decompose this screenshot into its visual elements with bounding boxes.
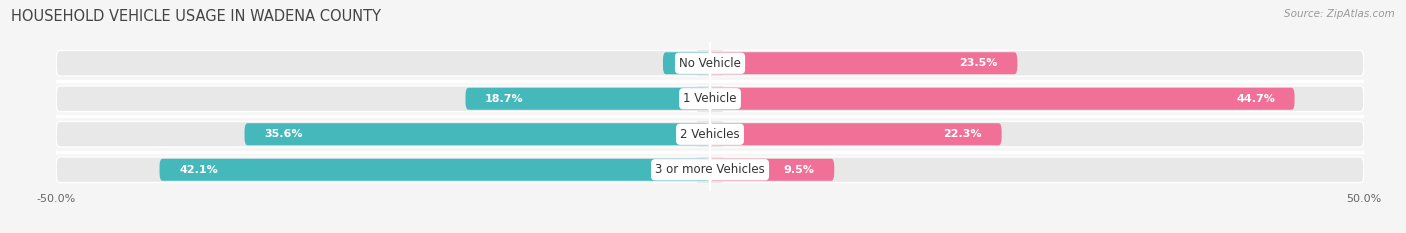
Text: 44.7%: 44.7% [1236,94,1275,104]
FancyBboxPatch shape [710,88,1295,110]
FancyBboxPatch shape [710,121,1364,147]
FancyBboxPatch shape [710,86,1364,112]
FancyBboxPatch shape [710,123,1001,145]
Text: HOUSEHOLD VEHICLE USAGE IN WADENA COUNTY: HOUSEHOLD VEHICLE USAGE IN WADENA COUNTY [11,9,381,24]
Text: 22.3%: 22.3% [943,129,981,139]
Text: 1 Vehicle: 1 Vehicle [683,92,737,105]
Text: Source: ZipAtlas.com: Source: ZipAtlas.com [1284,9,1395,19]
FancyBboxPatch shape [710,52,1018,74]
FancyBboxPatch shape [465,88,710,110]
Bar [697,51,723,76]
FancyBboxPatch shape [710,159,834,181]
Text: 42.1%: 42.1% [179,165,218,175]
FancyBboxPatch shape [159,159,710,181]
Text: 18.7%: 18.7% [485,94,524,104]
Text: No Vehicle: No Vehicle [679,57,741,70]
Bar [697,121,723,147]
Bar [697,86,723,112]
FancyBboxPatch shape [56,121,710,147]
Text: 9.5%: 9.5% [783,165,814,175]
Bar [697,157,723,182]
Text: 2 Vehicles: 2 Vehicles [681,128,740,141]
FancyBboxPatch shape [56,86,710,112]
Text: 3 or more Vehicles: 3 or more Vehicles [655,163,765,176]
FancyBboxPatch shape [710,157,1364,182]
FancyBboxPatch shape [710,51,1364,76]
Text: 23.5%: 23.5% [959,58,998,68]
FancyBboxPatch shape [56,157,710,182]
FancyBboxPatch shape [245,123,710,145]
FancyBboxPatch shape [56,51,710,76]
Text: 35.6%: 35.6% [264,129,302,139]
Text: 3.6%: 3.6% [682,58,713,68]
FancyBboxPatch shape [664,52,710,74]
